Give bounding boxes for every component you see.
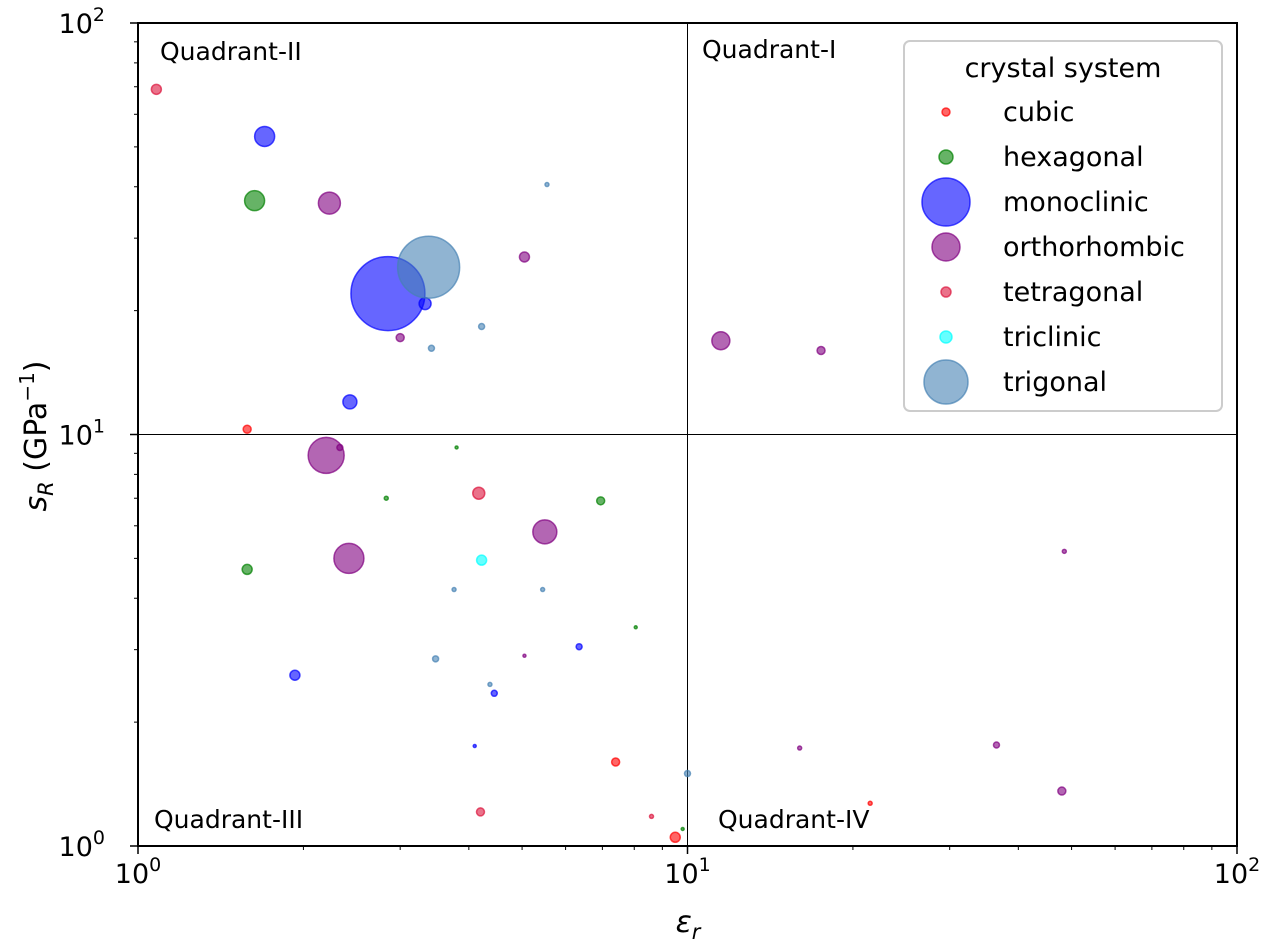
hexagonal-point [454, 445, 459, 450]
orthorhombic-point [816, 345, 826, 356]
legend-label-hexagonal: hexagonal [1003, 142, 1144, 173]
trigonal-point [539, 586, 546, 593]
monoclinic-point [253, 125, 276, 148]
legend-label-trigonal: trigonal [1003, 367, 1107, 398]
trigonal-point [544, 181, 550, 188]
quadrant-labels: Quadrant-II Quadrant-I Quadrant-III Quad… [154, 35, 869, 834]
legend-marker-orthorhombic [931, 232, 961, 262]
orthorhombic-point [992, 741, 1001, 749]
y-axis-label: sR (GPa−1) [15, 360, 58, 511]
trigonal-point [451, 586, 457, 593]
monoclinic-point [575, 642, 583, 651]
legend-entries: cubic hexagonal monoclinic orthorhombic tetr… [921, 97, 1185, 405]
hexagonal-point [243, 189, 266, 212]
cubic-point [242, 424, 252, 434]
monoclinic-point [342, 394, 358, 410]
trigonal-point [683, 769, 692, 778]
tetragonal-point [150, 83, 163, 96]
y-tick-label: 100 [59, 827, 105, 863]
trigonal-point [427, 344, 436, 353]
monoclinic-point [490, 689, 499, 698]
orthorhombic-point [1057, 786, 1067, 796]
tetragonal-point [472, 486, 486, 500]
legend-marker-hexagonal [938, 149, 954, 165]
hexagonal-point [383, 495, 390, 501]
trigonal-point [431, 655, 440, 663]
legend-label-cubic: cubic [1003, 97, 1074, 128]
legend-title: crystal system [965, 53, 1162, 84]
legend-marker-cubic [941, 107, 951, 117]
orthorhombic-point [307, 436, 345, 475]
trigonal-point [477, 322, 486, 331]
orthorhombic-point [532, 519, 558, 545]
quadrant-ii-label: Quadrant-II [160, 37, 302, 66]
y-axis-ticks: 100 101 102 [59, 4, 138, 863]
series-triclinic [475, 554, 488, 566]
hexagonal-point [241, 563, 253, 576]
data-points [150, 83, 1068, 844]
series-monoclinic [253, 125, 583, 749]
legend-marker-triclinic [939, 330, 953, 344]
legend-marker-monoclinic [921, 177, 971, 227]
x-tick-label: 100 [115, 854, 161, 890]
orthorhombic-point [1061, 548, 1068, 555]
x-tick-label: 102 [1214, 854, 1260, 890]
trigonal-point [396, 235, 461, 299]
plot-area: Quadrant-II Quadrant-I Quadrant-III Quad… [134, 22, 1238, 850]
quadrant-iv-label: Quadrant-IV [718, 805, 869, 834]
orthorhombic-point [336, 443, 344, 452]
orthorhombic-point [333, 542, 365, 575]
monoclinic-point [472, 743, 477, 749]
legend-box [903, 40, 1223, 412]
orthorhombic-point [518, 251, 531, 263]
x-tick-label: 101 [664, 854, 710, 890]
orthorhombic-point [796, 745, 803, 751]
hexagonal-point [595, 496, 606, 506]
quadrant-iii-label: Quadrant-III [154, 805, 303, 834]
minor-ticks [134, 41, 1213, 850]
series-tetragonal [150, 83, 655, 820]
legend-label-orthorhombic: orthorhombic [1003, 232, 1185, 263]
hexagonal-point [633, 625, 638, 630]
legend-marker-trigonal [923, 359, 969, 405]
legend-label-tetragonal: tetragonal [1003, 277, 1143, 308]
x-axis-label: εr [676, 905, 702, 944]
series-hexagonal [241, 189, 685, 832]
orthorhombic-point [711, 330, 731, 351]
reference-lines [138, 23, 1237, 846]
cubic-point [867, 800, 873, 807]
orthorhombic-point [395, 332, 405, 343]
y-tick-label: 101 [59, 416, 105, 452]
legend-label-triclinic: triclinic [1003, 322, 1102, 353]
orthorhombic-point [317, 191, 342, 215]
monoclinic-point [418, 296, 432, 311]
hexagonal-point [680, 826, 685, 832]
cubic-point [669, 831, 682, 844]
series-orthorhombic [307, 191, 1068, 796]
x-axis-ticks: 100 101 102 [115, 846, 1260, 890]
series-trigonal [396, 181, 692, 778]
y-tick-label: 102 [59, 4, 105, 40]
cubic-point [610, 757, 621, 767]
quadrant-i-label: Quadrant-I [702, 35, 836, 64]
tetragonal-point [475, 807, 486, 817]
legend-marker-tetragonal [940, 286, 952, 298]
monoclinic-point [289, 669, 301, 681]
triclinic-point [475, 554, 488, 566]
series-cubic [242, 424, 873, 844]
legend: crystal system cubic hexagonal monoclinic o… [903, 40, 1223, 412]
legend-label-monoclinic: monoclinic [1003, 187, 1149, 218]
orthorhombic-point [522, 653, 527, 658]
tetragonal-point [648, 813, 655, 820]
trigonal-point [487, 681, 493, 688]
